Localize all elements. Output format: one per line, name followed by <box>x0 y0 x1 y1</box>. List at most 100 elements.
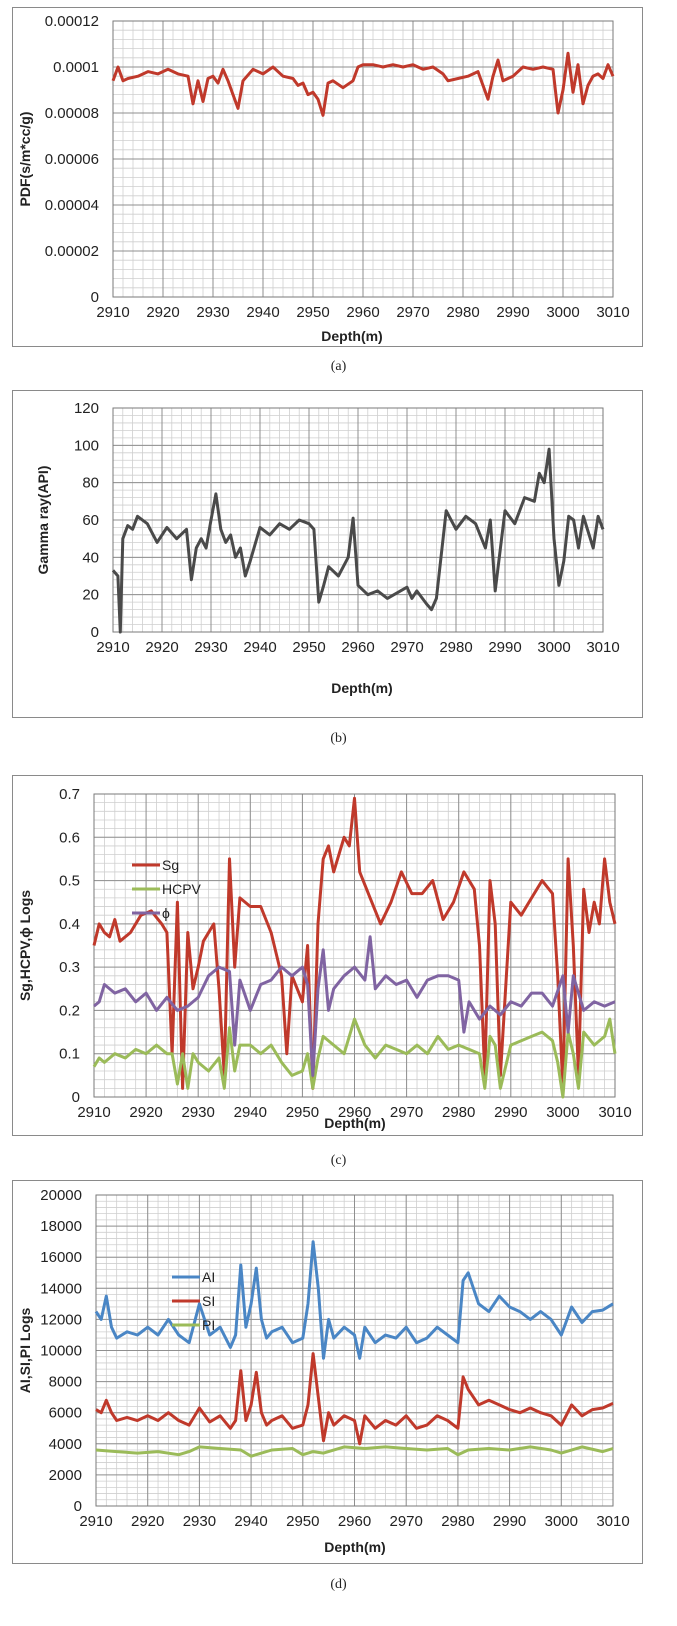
y-tick-label: 0.0001 <box>53 59 99 76</box>
series-line-sg <box>92 796 617 1090</box>
plot-border <box>95 1194 614 1507</box>
y-tick-label: 0.00002 <box>45 243 99 260</box>
y-tick-label: 0.3 <box>59 959 80 976</box>
x-axis-label: Depth(m) <box>324 1115 385 1131</box>
x-tick-label: 2940 <box>243 639 276 656</box>
y-tick-label: 0.00008 <box>45 105 99 122</box>
x-tick-label: 2950 <box>292 639 325 656</box>
y-tick-label: 12000 <box>40 1311 82 1328</box>
x-tick-label: 2970 <box>390 1513 423 1530</box>
y-tick-label: 0.2 <box>59 1002 80 1019</box>
x-tick-label: 2930 <box>182 1104 215 1121</box>
y-tick-label: 80 <box>82 475 99 492</box>
series-line-phi <box>93 935 616 1077</box>
series-line <box>111 447 605 634</box>
x-tick-label: 2930 <box>196 304 229 321</box>
x-tick-label: 2980 <box>439 639 472 656</box>
y-tick-label: 0.6 <box>59 829 80 846</box>
plot-border <box>112 407 604 633</box>
x-axis-label: Depth(m) <box>331 680 392 696</box>
y-tick-label: 0 <box>91 624 99 641</box>
x-tick-label: 2920 <box>145 639 178 656</box>
y-tick-label: 0.5 <box>59 873 80 890</box>
y-tick-label: 8000 <box>49 1374 82 1391</box>
series-line <box>111 51 615 117</box>
x-tick-label: 2960 <box>338 1104 371 1121</box>
caption-b: (b) <box>330 731 347 746</box>
x-axis-label: Depth(m) <box>324 1539 385 1555</box>
x-tick-label: 2960 <box>338 1513 371 1530</box>
y-tick-label: 6000 <box>49 1405 82 1422</box>
y-tick-label: 0.1 <box>59 1046 80 1063</box>
legend-label-ai: AI <box>202 1269 215 1285</box>
y-tick-label: 0.4 <box>59 916 80 933</box>
y-tick-label: 10000 <box>40 1343 82 1360</box>
x-tick-label: 3010 <box>598 1104 631 1121</box>
series-line-ai <box>94 1240 614 1360</box>
plot-border <box>112 20 614 298</box>
y-tick-label: 18000 <box>40 1218 82 1235</box>
y-tick-label: 14000 <box>40 1280 82 1297</box>
y-tick-label: 2000 <box>49 1467 82 1484</box>
x-tick-label: 2950 <box>286 1513 319 1530</box>
x-tick-label: 2990 <box>496 304 529 321</box>
y-tick-label: 40 <box>82 549 99 566</box>
x-tick-label: 2910 <box>96 304 129 321</box>
x-tick-label: 2970 <box>396 304 429 321</box>
y-tick-label: 20000 <box>40 1187 82 1204</box>
y-tick-label: 120 <box>74 400 99 417</box>
x-tick-label: 2950 <box>286 1104 319 1121</box>
y-tick-label: 4000 <box>49 1436 82 1453</box>
x-tick-label: 2930 <box>183 1513 216 1530</box>
x-tick-label: 2960 <box>346 304 379 321</box>
x-tick-label: 3000 <box>537 639 570 656</box>
caption-d: (d) <box>330 1577 347 1592</box>
y-tick-label: 16000 <box>40 1249 82 1266</box>
y-tick-label: 20 <box>82 587 99 604</box>
y-axis-label: Sg,HCPV,ϕ Logs <box>17 890 33 1001</box>
x-axis-label: Depth(m) <box>321 328 382 344</box>
x-tick-label: 3000 <box>545 1513 578 1530</box>
y-tick-label: 0.00012 <box>45 13 99 30</box>
x-tick-label: 3010 <box>586 639 619 656</box>
legend-label-sg: Sg <box>162 857 179 873</box>
x-tick-label: 2990 <box>488 639 521 656</box>
x-tick-label: 2920 <box>131 1513 164 1530</box>
x-tick-label: 2990 <box>493 1513 526 1530</box>
caption-a: (a) <box>330 359 347 374</box>
x-tick-label: 2960 <box>341 639 374 656</box>
x-tick-label: 3010 <box>596 304 629 321</box>
x-tick-label: 2970 <box>390 1104 423 1121</box>
x-tick-label: 3000 <box>546 1104 579 1121</box>
y-tick-label: 0.00004 <box>45 197 99 214</box>
legend-label-pi: PI <box>202 1317 215 1333</box>
x-tick-label: 2930 <box>194 639 227 656</box>
x-tick-label: 2970 <box>390 639 423 656</box>
y-tick-label: 0.7 <box>59 786 80 803</box>
x-tick-label: 3000 <box>546 304 579 321</box>
x-tick-label: 2910 <box>79 1513 112 1530</box>
series-line-hcpv <box>92 1017 617 1099</box>
y-axis-label: PDF(s/m*cc/g) <box>17 112 33 207</box>
gridlines <box>112 20 614 298</box>
y-tick-label: 0.00006 <box>45 151 99 168</box>
x-tick-label: 2910 <box>77 1104 110 1121</box>
x-tick-label: 2920 <box>146 304 179 321</box>
x-tick-label: 3010 <box>596 1513 629 1530</box>
series-line-si <box>95 1352 614 1446</box>
x-tick-label: 2980 <box>441 1513 474 1530</box>
y-tick-label: 0 <box>74 1498 82 1515</box>
legend-label-hcpv: HCPV <box>162 881 202 897</box>
series-line-pi <box>95 1445 614 1458</box>
x-tick-label: 2920 <box>129 1104 162 1121</box>
legend: AI SI PI <box>172 1269 215 1333</box>
x-tick-label: 2980 <box>442 1104 475 1121</box>
x-tick-label: 2980 <box>446 304 479 321</box>
x-tick-label: 2940 <box>246 304 279 321</box>
y-tick-label: 0 <box>91 289 99 306</box>
y-tick-label: 100 <box>74 437 99 454</box>
